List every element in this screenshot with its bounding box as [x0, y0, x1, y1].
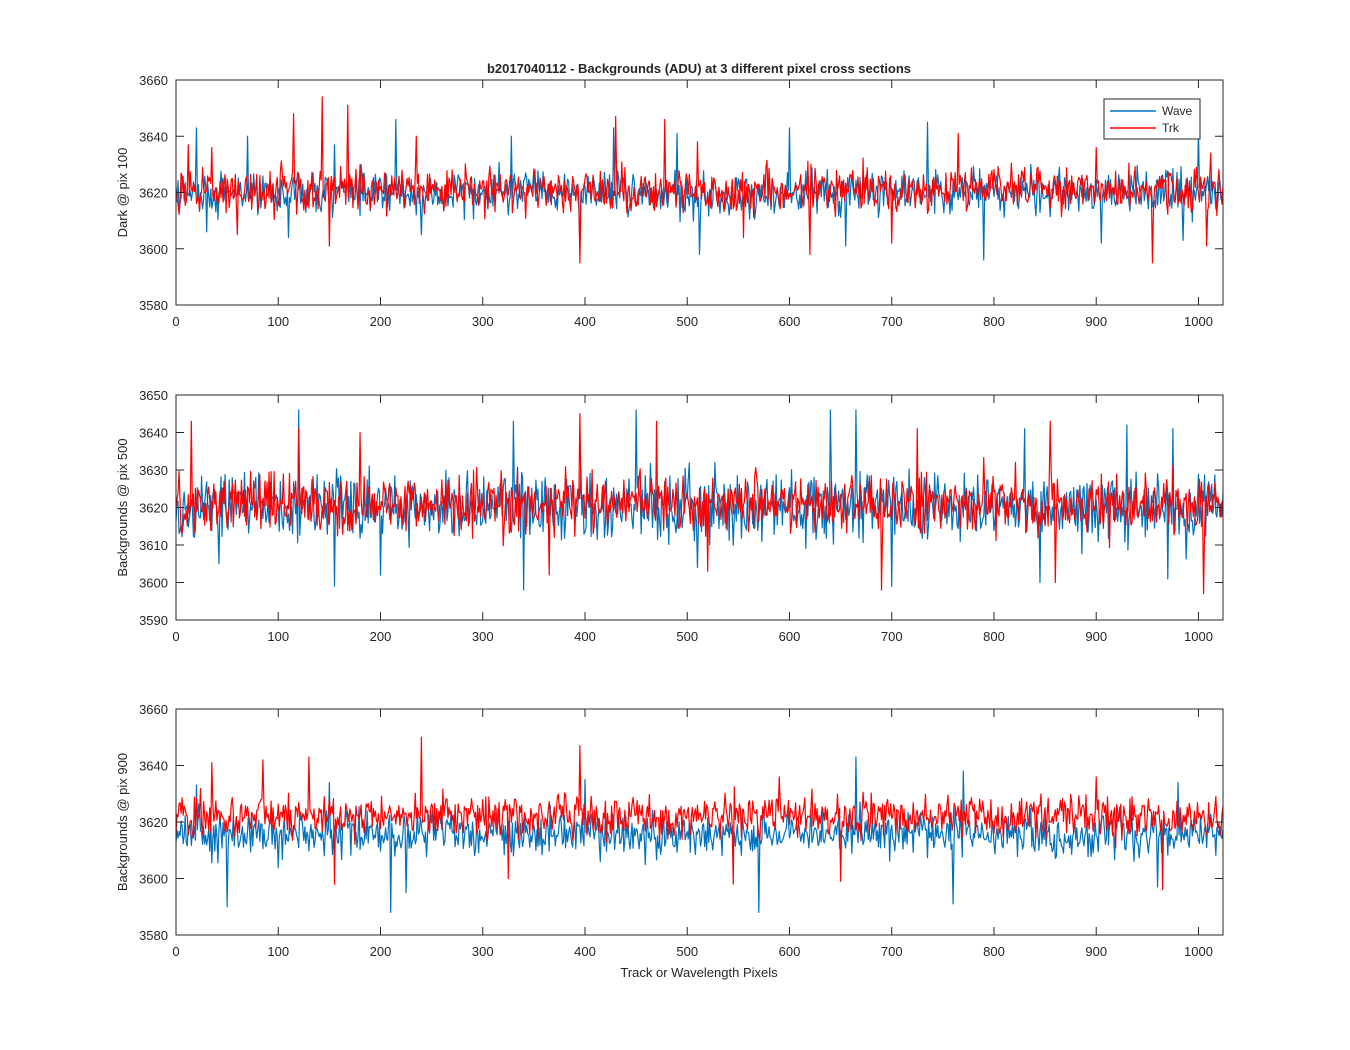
- x-tick-label: 700: [881, 629, 903, 644]
- x-tick-label: 600: [779, 314, 801, 329]
- x-tick-label: 1000: [1184, 629, 1213, 644]
- x-tick-label: 0: [172, 629, 179, 644]
- y-tick-label: 3650: [139, 388, 168, 403]
- legend-label-wave: Wave: [1162, 104, 1193, 118]
- y-tick-label: 3640: [139, 426, 168, 441]
- y-tick-label: 3620: [139, 501, 168, 516]
- y-tick-label: 3660: [139, 73, 168, 88]
- x-tick-label: 1000: [1184, 314, 1213, 329]
- x-tick-label: 200: [370, 629, 392, 644]
- y-tick-label: 3600: [139, 242, 168, 257]
- y-tick-label: 3580: [139, 298, 168, 313]
- y-tick-label: 3620: [139, 815, 168, 830]
- x-tick-label: 300: [472, 629, 494, 644]
- x-tick-label: 0: [172, 944, 179, 959]
- x-tick-label: 400: [574, 629, 596, 644]
- x-tick-label: 0: [172, 314, 179, 329]
- x-tick-label: 300: [472, 944, 494, 959]
- x-tick-label: 900: [1085, 314, 1107, 329]
- x-tick-label: 500: [676, 629, 698, 644]
- y-tick-label: 3590: [139, 613, 168, 628]
- axes-backgrounds-pix-500: 0 100 200 300 400 500 600 700 800 900 1000 3590 3600…: [115, 388, 1224, 644]
- x-tick-label: 400: [574, 314, 596, 329]
- x-axis-label: Track or Wavelength Pixels: [620, 965, 778, 980]
- series-line-trk: [176, 413, 1223, 595]
- legend-label-trk: Trk: [1162, 121, 1180, 135]
- x-tick-label: 200: [370, 314, 392, 329]
- y-axis-label: Dark @ pix 100: [115, 148, 130, 238]
- x-tick-label: 800: [983, 629, 1005, 644]
- y-tick-label: 3630: [139, 463, 168, 478]
- x-tick-label: 800: [983, 314, 1005, 329]
- y-tick-label: 3610: [139, 538, 168, 553]
- y-tick-label: 3620: [139, 186, 168, 201]
- series-line-trk: [176, 736, 1223, 891]
- y-tick-label: 3640: [139, 759, 168, 774]
- y-tick-label: 3640: [139, 129, 168, 144]
- x-tick-label: 500: [676, 944, 698, 959]
- series-line-wave: [176, 756, 1223, 913]
- y-tick-label: 3600: [139, 576, 168, 591]
- series-line-trk: [176, 96, 1223, 264]
- x-tick-label: 600: [779, 629, 801, 644]
- x-tick-label: 700: [881, 944, 903, 959]
- chart-title: b2017040112 - Backgrounds (ADU) at 3 dif…: [487, 61, 911, 76]
- y-axis-label: Backgrounds @ pix 500: [115, 438, 130, 576]
- x-tick-label: 400: [574, 944, 596, 959]
- x-tick-label: 100: [267, 944, 289, 959]
- x-tick-label: 300: [472, 314, 494, 329]
- x-tick-label: 100: [267, 314, 289, 329]
- axes-dark-pix-100: 0 100 200 300 400 500 600 700 800 900 1000 3580 3600…: [115, 73, 1224, 329]
- axes-backgrounds-pix-900: 0 100 200 300 400 500 600 700 800 900 1000 3580 3600…: [115, 702, 1224, 959]
- x-tick-label: 1000: [1184, 944, 1213, 959]
- x-tick-label: 200: [370, 944, 392, 959]
- x-tick-label: 900: [1085, 629, 1107, 644]
- y-tick-label: 3580: [139, 928, 168, 943]
- plot-area: [176, 709, 1223, 935]
- legend: Wave Trk: [1103, 98, 1201, 140]
- x-tick-label: 700: [881, 314, 903, 329]
- y-tick-label: 3660: [139, 702, 168, 717]
- x-tick-label: 100: [267, 629, 289, 644]
- legend-box: [1103, 98, 1201, 140]
- x-tick-label: 500: [676, 314, 698, 329]
- x-tick-label: 900: [1085, 944, 1107, 959]
- y-tick-label: 3600: [139, 872, 168, 887]
- x-tick-label: 800: [983, 944, 1005, 959]
- x-tick-label: 600: [779, 944, 801, 959]
- y-axis-label: Backgrounds @ pix 900: [115, 753, 130, 891]
